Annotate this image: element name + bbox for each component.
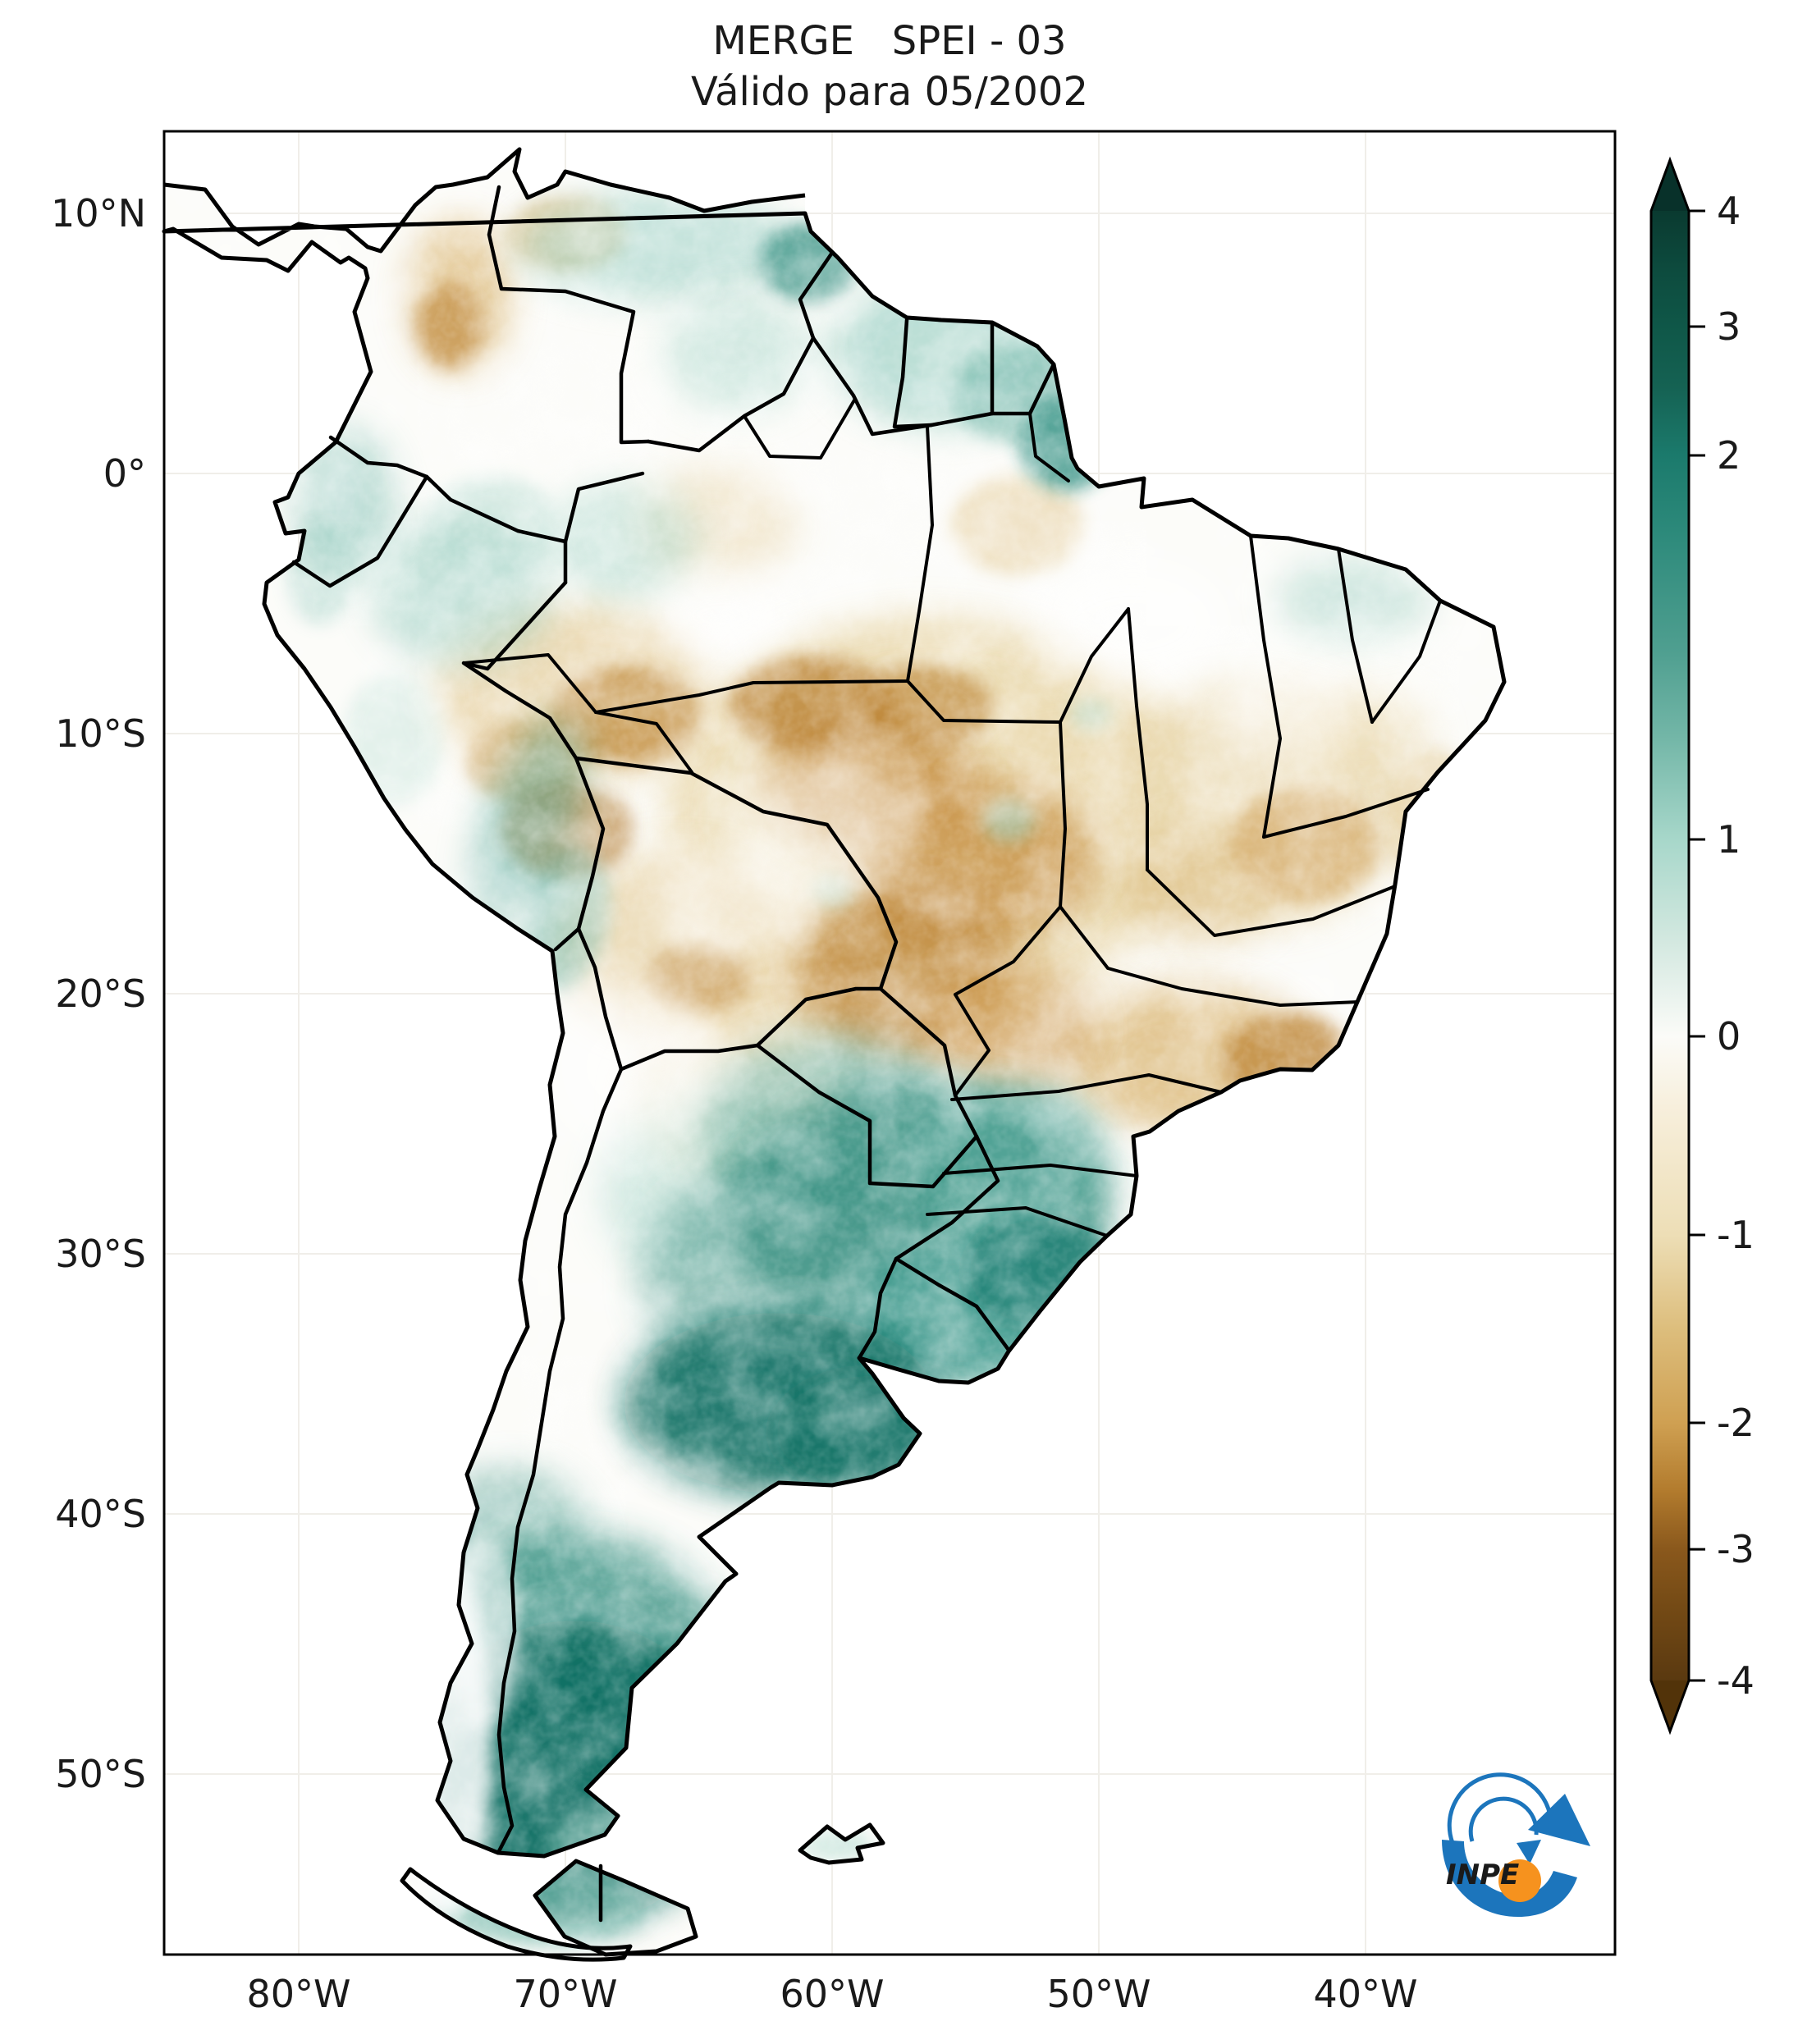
inpe-orbit-outer-icon xyxy=(1447,1772,1553,1844)
state-border-minas-south xyxy=(1059,905,1359,1007)
state-border-parana-santacatarina xyxy=(942,1164,1138,1177)
state-border-saopaulo-parana xyxy=(950,1073,1223,1101)
map-frame xyxy=(162,130,1617,1956)
state-border-ceara-east xyxy=(1370,599,1442,724)
border-bolivia-paraguay xyxy=(755,986,883,1048)
inpe-downarrow-icon xyxy=(1517,1840,1541,1864)
state-border-matogrosso-para xyxy=(906,679,1062,724)
state-border-para-tocantins xyxy=(1059,607,1130,724)
colorbar-arrow-top xyxy=(1651,160,1689,211)
border-uruguay-argentina xyxy=(857,1256,899,1360)
border-guyana-suriname xyxy=(892,318,934,429)
border-colombia-peru xyxy=(424,474,568,585)
state-border-tocantins-maranhao xyxy=(1127,607,1149,871)
border-peru-brazil xyxy=(461,580,579,761)
x-tick-label: 70°W xyxy=(513,1972,617,2016)
state-border-goias-ms xyxy=(954,905,1062,996)
border-colombia-ecuador xyxy=(328,435,429,479)
colorbar-ticks: 4 3 2 1 0 -1 -2 -3 -4 xyxy=(1689,189,1755,1703)
inpe-swirl-icon xyxy=(1442,1840,1577,1917)
y-tick-label: 0° xyxy=(103,451,146,496)
x-axis-labels: 80°W 70°W 60°W 50°W 40°W xyxy=(246,1972,1417,2016)
border-argentina-brazil xyxy=(894,1134,1000,1261)
state-border-bahia-minas xyxy=(1146,868,1397,937)
colorbar-tick-label: 4 xyxy=(1717,189,1741,233)
coastline-islands xyxy=(798,1822,885,1865)
y-tick-label: 10°N xyxy=(51,191,146,235)
border-argentina-paraguay xyxy=(755,1043,979,1189)
state-border-bahia-pernambuco xyxy=(1262,788,1430,839)
figure-title: MERGE SPEI - 03 xyxy=(712,18,1066,64)
border-colombia-brazil xyxy=(563,471,645,544)
colorbar-tick-label: -2 xyxy=(1717,1401,1755,1445)
border-paraguay-brazil xyxy=(878,986,979,1139)
colorbar: 4 3 2 1 0 -1 -2 -3 -4 xyxy=(1649,156,1755,1735)
state-border-ms-parana xyxy=(954,993,991,1097)
state-borders xyxy=(463,397,1442,1237)
state-border-amapa xyxy=(1028,412,1070,482)
y-tick-label: 50°S xyxy=(55,1752,146,1796)
inpe-logo-text: INPE xyxy=(1446,1859,1519,1891)
state-border-maranhao-piaui xyxy=(1249,534,1282,839)
coastline-archipelago xyxy=(400,1867,633,1962)
border-colombia-venezuela xyxy=(487,185,651,445)
colorbar-tick-label: -4 xyxy=(1717,1658,1755,1703)
x-tick-label: 60°W xyxy=(780,1972,884,2016)
border-chile-argentina xyxy=(496,1067,624,1855)
border-ecuador-peru xyxy=(291,474,429,588)
inpe-orbit-inner-icon xyxy=(1468,1796,1539,1842)
colorbar-tick-label: 2 xyxy=(1717,433,1741,478)
border-uruguay-brazil xyxy=(894,1256,1011,1352)
colorbar-tick-label: 1 xyxy=(1717,817,1741,862)
state-border-acre xyxy=(463,653,597,714)
border-peru-bolivia xyxy=(553,756,606,952)
inpe-arrow-icon xyxy=(1528,1794,1590,1846)
border-bolivia-chile xyxy=(576,926,624,1072)
y-tick-label: 10°S xyxy=(55,711,146,756)
x-tick-label: 80°W xyxy=(246,1972,350,2016)
border-bolivia-argentina xyxy=(619,1043,760,1072)
colorbar-arrow-bottom xyxy=(1651,1680,1689,1731)
country-borders xyxy=(291,185,1056,1923)
colorbar-tick-label: -3 xyxy=(1717,1527,1755,1571)
colorbar-tick-label: 3 xyxy=(1717,304,1741,349)
y-axis-labels: 10°N 0° 10°S 20°S 30°S 40°S 50°S xyxy=(51,191,146,1796)
coastline-tierradelfuego xyxy=(533,1859,698,1957)
x-tick-label: 40°W xyxy=(1313,1972,1417,2016)
x-tick-label: 50°W xyxy=(1046,1972,1151,2016)
state-border-santacatarina-rs xyxy=(926,1206,1109,1237)
inpe-sun-icon xyxy=(1498,1859,1541,1902)
y-tick-label: 40°S xyxy=(55,1492,146,1536)
colorbar-tick-label: -1 xyxy=(1717,1213,1755,1257)
coastline-mainland xyxy=(162,147,1507,1859)
state-border-roraima xyxy=(743,397,857,460)
y-tick-label: 20°S xyxy=(55,972,146,1016)
colorbar-tick-label: 0 xyxy=(1717,1014,1741,1059)
inpe-logo: INPE xyxy=(1442,1772,1590,1917)
state-border-piaui-ceara xyxy=(1337,547,1374,724)
border-venezuela-guyana xyxy=(798,250,835,341)
figure-subtitle: Válido para 05/2002 xyxy=(691,69,1088,115)
state-border-tocantins-west xyxy=(1059,720,1067,908)
state-border-rondonia xyxy=(594,711,693,774)
coastlines xyxy=(162,147,1507,1962)
colorbar-gradient xyxy=(1651,211,1689,1680)
y-tick-label: 30°S xyxy=(55,1232,146,1276)
